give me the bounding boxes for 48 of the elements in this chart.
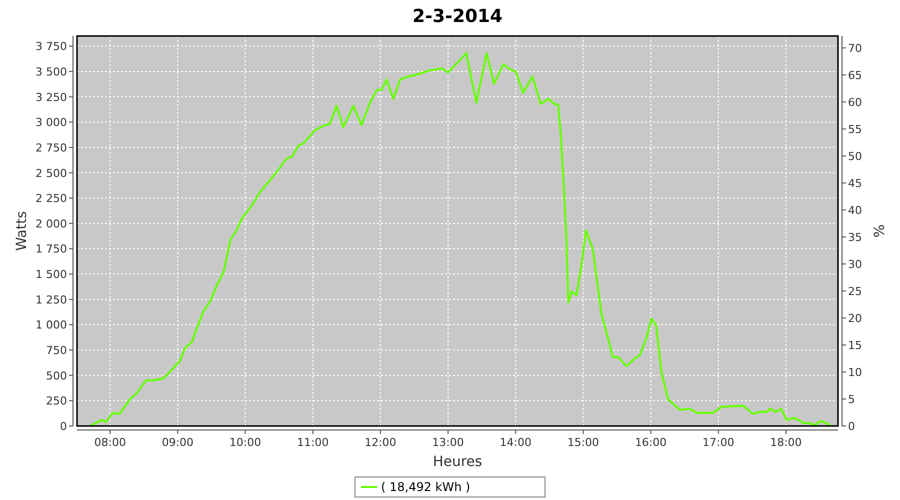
x-tick-label: 15:00 (567, 436, 600, 449)
y2-tick-label: 30 (848, 258, 862, 271)
x-tick-label: 09:00 (162, 436, 194, 449)
y2-tick-label: 35 (848, 230, 862, 244)
y-tick-label: 2 250 (36, 192, 67, 206)
y2-tick-label: 60 (848, 96, 862, 109)
x-tick-label: 18:00 (770, 436, 802, 449)
legend-label: ( 18,492 kWh ) (381, 480, 470, 494)
y-axis-title: Watts (14, 211, 30, 251)
y-tick-label: 2 750 (36, 141, 67, 154)
x-tick-label: 10:00 (229, 436, 262, 449)
y-tick-label: 3 250 (36, 90, 67, 104)
y-tick-label: 250 (46, 394, 67, 408)
x-tick-label: 08:00 (94, 436, 126, 449)
y2-tick-label: 25 (848, 284, 862, 298)
y2-tick-label: 20 (848, 312, 862, 325)
x-tick-label: 17:00 (702, 436, 734, 449)
y2-tick-label: 70 (848, 42, 862, 55)
x-tick-label: 11:00 (297, 436, 329, 449)
line-series (88, 52, 832, 427)
y-tick-label: 2 500 (36, 166, 67, 180)
y-tick-label: 2 000 (36, 217, 67, 230)
y2-tick-label: 40 (848, 204, 862, 217)
y2-tick-label: 50 (848, 150, 862, 163)
y-tick-label: 1 500 (36, 268, 67, 282)
x-tick-label: 16:00 (634, 436, 667, 449)
x-axis-title: Heures (432, 454, 482, 470)
y2-axis-title: % (872, 224, 888, 238)
y-tick-label: 750 (46, 344, 67, 358)
y2-tick-label: 45 (848, 176, 862, 190)
y-tick-label: 3 000 (36, 116, 67, 130)
y2-tick-label: 55 (848, 122, 862, 136)
y-tick-label: 3 500 (36, 65, 67, 78)
x-tick-label: 14:00 (500, 436, 532, 449)
y2-tick-label: 5 (848, 392, 855, 406)
y-tick-label: 1 750 (36, 242, 67, 256)
chart-title: 2-3-2014 (412, 6, 503, 27)
y2-tick-label: 10 (848, 366, 862, 379)
x-tick-label: 12:00 (364, 436, 396, 449)
y-tick-label: 500 (46, 369, 67, 382)
y-tick-label: 1 250 (36, 293, 67, 306)
y-tick-label: 0 (60, 420, 67, 433)
x-tick-label: 13:00 (432, 436, 464, 449)
y2-tick-label: 0 (848, 420, 855, 433)
y-tick-label: 3 750 (36, 40, 67, 54)
y2-tick-label: 15 (848, 338, 862, 352)
y-tick-label: 1 000 (36, 318, 67, 332)
y2-tick-label: 65 (848, 68, 862, 82)
